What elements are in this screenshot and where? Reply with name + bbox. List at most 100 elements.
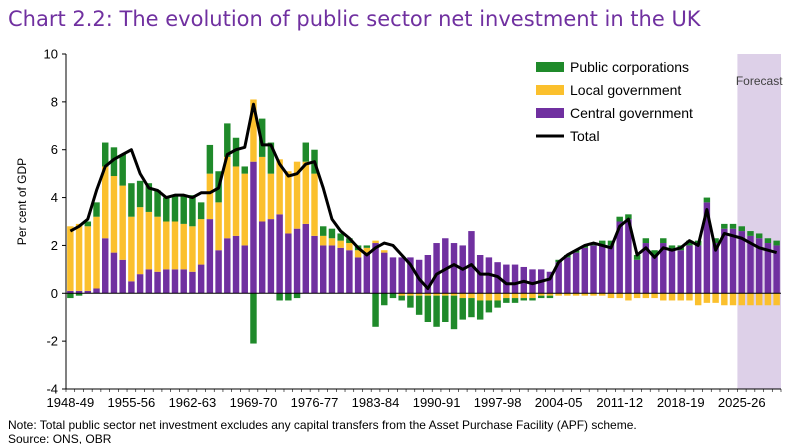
bar-local-government <box>651 293 658 299</box>
bar-public-corporations <box>75 293 83 296</box>
bar-local-government <box>293 161 301 229</box>
bar-local-government <box>354 250 362 258</box>
bar-public-corporations <box>537 295 545 299</box>
bar-local-government <box>337 240 344 248</box>
legend-item-central-government: Central government <box>536 105 693 121</box>
bar-local-government <box>581 293 589 296</box>
bar-central-government <box>250 161 257 294</box>
bar-central-government <box>712 243 719 294</box>
chart-title: Chart 2.2: The evolution of public secto… <box>8 7 702 31</box>
bar-central-government <box>398 257 405 294</box>
bar-public-corporations <box>485 300 493 313</box>
bar-local-government <box>250 99 257 162</box>
bar-central-government <box>93 288 100 294</box>
y-axis: -4 -2 0 2 4 6 8 10 <box>44 47 67 397</box>
legend-label: Total <box>570 128 600 144</box>
bars-layer <box>67 99 780 344</box>
bar-central-government <box>311 235 318 294</box>
bar-local-government <box>546 293 554 296</box>
bar-local-government <box>520 293 527 299</box>
bar-central-government <box>363 252 371 294</box>
x-tick-label: 1969-70 <box>230 395 278 410</box>
bar-central-government <box>572 252 580 294</box>
legend-label: Local government <box>570 82 681 98</box>
bar-central-government <box>564 257 571 294</box>
bar-central-government <box>215 250 222 294</box>
bar-public-corporations <box>302 142 310 162</box>
bar-public-corporations <box>381 293 388 306</box>
bar-central-government <box>703 202 711 294</box>
bar-central-government <box>337 247 344 294</box>
y-tick-label: -2 <box>46 334 58 349</box>
bar-local-government <box>276 159 283 215</box>
bar-public-corporations <box>372 293 379 327</box>
bar-local-government <box>328 238 336 246</box>
bar-central-government <box>163 269 170 294</box>
bar-public-corporations <box>738 226 745 232</box>
bar-central-government <box>171 269 179 294</box>
bar-local-government <box>572 293 580 296</box>
bar-central-government <box>189 271 196 294</box>
bar-public-corporations <box>599 240 606 246</box>
forecast-region <box>737 54 781 389</box>
bar-local-government <box>485 293 493 301</box>
bar-local-government <box>171 221 179 270</box>
bar-public-corporations <box>424 295 432 322</box>
bar-public-corporations <box>363 245 371 248</box>
bar-local-government <box>450 293 458 296</box>
y-tick-label: 2 <box>51 238 58 253</box>
bar-central-government <box>468 231 475 294</box>
bar-local-government <box>224 156 231 239</box>
x-tick-label: 2011-12 <box>596 395 643 410</box>
bar-central-government <box>67 290 74 294</box>
bar-central-government <box>224 238 231 294</box>
bar-central-government <box>599 245 606 294</box>
bar-local-government <box>703 293 711 303</box>
bar-public-corporations <box>520 298 527 301</box>
bar-public-corporations <box>67 293 74 299</box>
x-tick-label: 1948-49 <box>47 395 95 410</box>
bar-local-government <box>285 171 292 234</box>
bar-public-corporations <box>625 214 632 220</box>
bar-local-government <box>625 293 632 301</box>
bar-central-government <box>503 264 510 294</box>
bar-central-government <box>267 219 275 294</box>
bar-local-government <box>75 223 83 291</box>
bar-central-government <box>651 255 658 294</box>
bar-public-corporations <box>721 223 728 229</box>
bar-central-government <box>694 245 702 294</box>
bar-local-government <box>128 216 135 282</box>
bar-central-government <box>354 257 362 294</box>
bar-local-government <box>511 293 519 299</box>
bar-public-corporations <box>346 238 353 244</box>
total-series-line <box>69 102 778 290</box>
x-tick-label: 2004-05 <box>535 395 583 410</box>
bar-central-government <box>607 245 615 294</box>
bar-central-government <box>755 238 763 294</box>
bar-public-corporations <box>389 293 397 299</box>
y-tick-label: 0 <box>51 286 58 301</box>
bar-central-government <box>633 259 641 294</box>
bar-public-corporations <box>232 137 240 167</box>
bar-public-corporations <box>476 300 484 320</box>
bar-public-corporations <box>607 240 615 246</box>
bar-public-corporations <box>546 295 554 299</box>
bar-central-government <box>529 269 536 294</box>
bar-central-government <box>328 245 336 294</box>
bar-public-corporations <box>276 293 283 301</box>
legend: Public corporations Local government Centr… <box>536 59 693 144</box>
bar-local-government <box>372 240 379 244</box>
bar-central-government <box>424 255 432 294</box>
bar-public-corporations <box>503 298 510 303</box>
bar-central-government <box>616 221 623 294</box>
bar-central-government <box>110 252 118 294</box>
x-tick-label: 1983-84 <box>352 395 400 410</box>
bar-public-corporations <box>320 226 327 236</box>
bar-local-government <box>599 293 606 296</box>
x-tick-label: 1955-56 <box>108 395 156 410</box>
bar-public-corporations <box>189 195 196 227</box>
bar-central-government <box>738 231 745 294</box>
bar-public-corporations <box>633 255 641 260</box>
bar-public-corporations <box>442 295 449 322</box>
